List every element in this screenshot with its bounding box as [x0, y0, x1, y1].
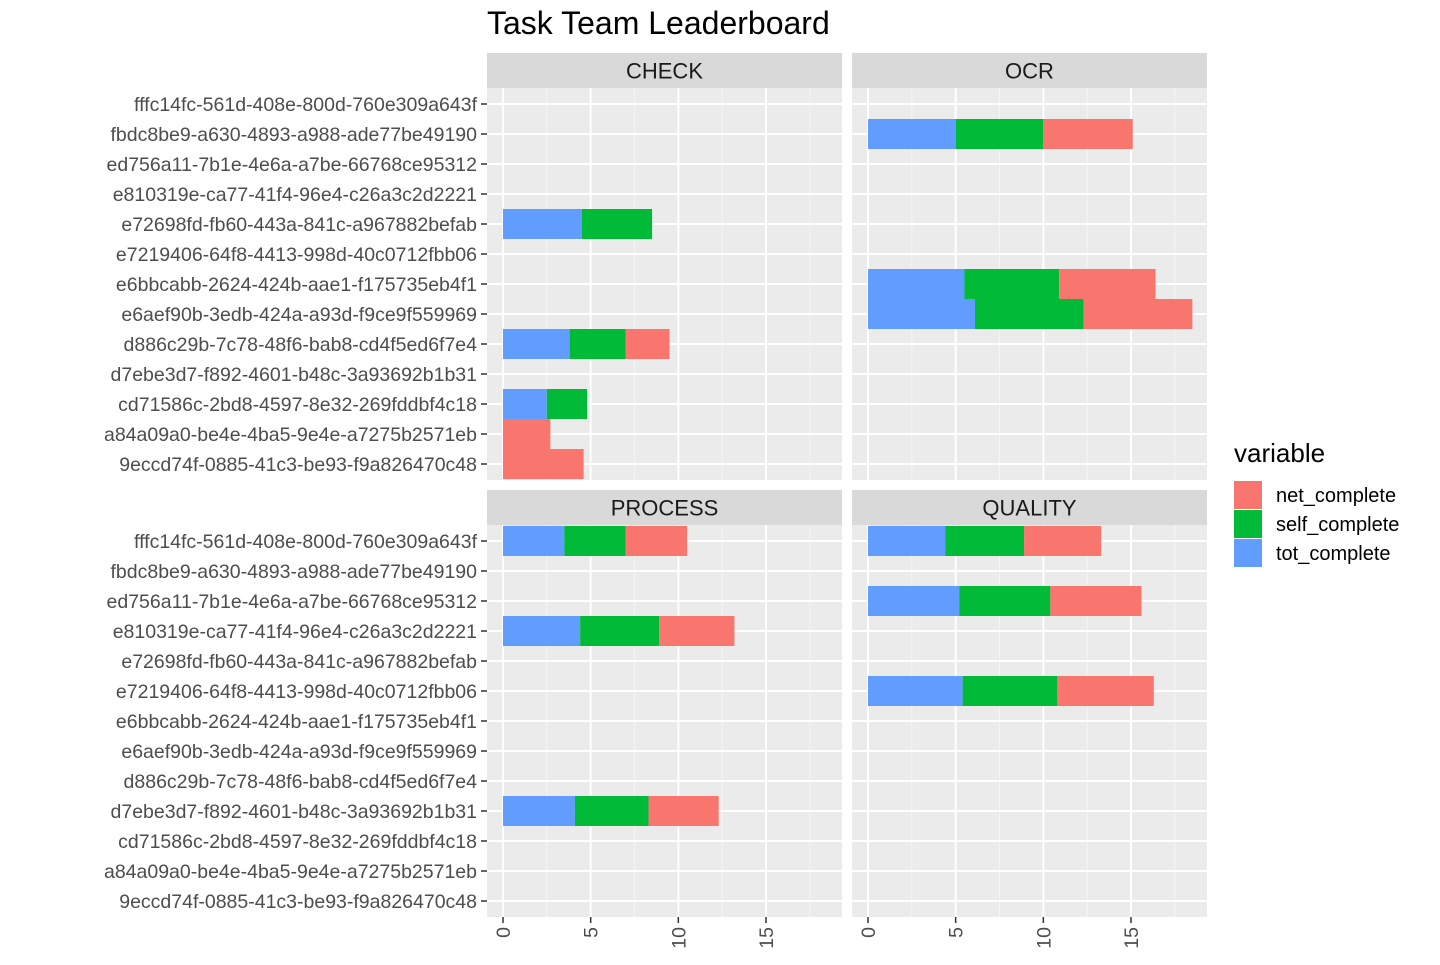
x-tick-label: 5 — [581, 927, 603, 938]
facet-panel-check: CHECK fffc14fc-561d-408e-800d-760e309a643… — [104, 53, 842, 480]
bar-segment-net-complete — [648, 796, 719, 826]
y-tick-label: 9eccd74f-0885-41c3-be93-f9a826470c48 — [119, 891, 477, 913]
legend-title: variable — [1234, 438, 1325, 468]
y-tick-label: a84a09a0-be4e-4ba5-9e4e-a7275b2571eb — [104, 861, 477, 883]
bar-segment-net-complete — [1043, 119, 1133, 149]
facet-strip — [852, 490, 1207, 525]
x-tick-label: 0 — [858, 927, 880, 938]
x-tick-label: 5 — [946, 927, 968, 938]
bar-segment-net-complete — [1083, 299, 1193, 329]
bar-segment-tot-complete — [868, 119, 956, 149]
y-tick-label: a84a09a0-be4e-4ba5-9e4e-a7275b2571eb — [104, 424, 477, 446]
facet-strip — [487, 53, 842, 88]
y-tick-label: e72698fd-fb60-443a-841c-a967882befab — [121, 651, 477, 673]
bar-segment-tot-complete — [868, 269, 965, 299]
y-tick-label: e810319e-ca77-41f4-96e4-c26a3c2d2221 — [113, 621, 477, 643]
bar-segment-net-complete — [659, 616, 735, 646]
y-tick-label: e7219406-64f8-4413-998d-40c0712fbb06 — [116, 244, 477, 266]
bar-segment-self-complete — [964, 269, 1060, 299]
facet-strip-label: QUALITY — [982, 496, 1076, 521]
legend-label: net_complete — [1276, 485, 1396, 507]
legend-key-self-complete — [1234, 510, 1262, 538]
facet-panel-quality: QUALITY 0 5 10 15 — [852, 490, 1207, 949]
y-tick-label: d886c29b-7c78-48f6-bab8-cd4f5ed6f7e4 — [124, 771, 478, 793]
y-tick-label: cd71586c-2bd8-4597-8e32-269fddbf4c18 — [118, 831, 477, 853]
facet-strip — [852, 53, 1207, 88]
y-tick-label: ed756a11-7b1e-4e6a-a7be-66768ce95312 — [107, 154, 477, 176]
bar-segment-self-complete — [569, 329, 626, 359]
facet-panels: CHECK fffc14fc-561d-408e-800d-760e309a643… — [104, 53, 1207, 949]
bar-segment-tot-complete — [868, 526, 946, 556]
y-tick-label: e6aef90b-3edb-424a-a93d-f9ce9f559969 — [121, 304, 477, 326]
y-tick-label: fbdc8be9-a630-4893-a988-ade77be49190 — [111, 124, 478, 146]
legend-label: self_complete — [1276, 514, 1399, 536]
y-tick-label: cd71586c-2bd8-4597-8e32-269fddbf4c18 — [118, 394, 477, 416]
x-tick-label: 10 — [1033, 927, 1055, 949]
bar-segment-tot-complete — [503, 526, 565, 556]
bar-segment-self-complete — [546, 389, 588, 419]
y-tick-label: e6bbcabb-2624-424b-aae1-f175735eb4f1 — [116, 711, 477, 733]
bar-segment-net-complete — [625, 526, 688, 556]
legend: variable net_complete self_complete tot_com… — [1234, 438, 1399, 567]
y-tick-label: ed756a11-7b1e-4e6a-a7be-66768ce95312 — [107, 591, 477, 613]
y-tick-label: fbdc8be9-a630-4893-a988-ade77be49190 — [111, 561, 478, 583]
bar-segment-tot-complete — [868, 299, 975, 329]
legend-label: tot_complete — [1276, 543, 1391, 565]
bar-segment-self-complete — [945, 526, 1025, 556]
facet-strip-label: OCR — [1005, 59, 1054, 84]
y-tick-label: d886c29b-7c78-48f6-bab8-cd4f5ed6f7e4 — [124, 334, 478, 356]
bar-segment-self-complete — [580, 616, 660, 646]
bar-segment-tot-complete — [868, 586, 960, 616]
bar-segment-tot-complete — [868, 676, 963, 706]
bar-segment-self-complete — [974, 299, 1084, 329]
bar-segment-tot-complete — [503, 389, 547, 419]
bar-segment-self-complete — [564, 526, 626, 556]
facet-strip — [487, 490, 842, 525]
x-tick-label: 0 — [493, 927, 515, 938]
y-tick-label: e7219406-64f8-4413-998d-40c0712fbb06 — [116, 681, 477, 703]
facet-strip-label: PROCESS — [611, 496, 719, 521]
y-tick-label: e6aef90b-3edb-424a-a93d-f9ce9f559969 — [121, 741, 477, 763]
y-tick-label: 9eccd74f-0885-41c3-be93-f9a826470c48 — [119, 454, 477, 476]
y-tick-label: fffc14fc-561d-408e-800d-760e309a643f — [134, 94, 478, 116]
bar-segment-net-complete — [1057, 676, 1154, 706]
bar-segment-tot-complete — [503, 616, 581, 646]
bar-segment-net-complete — [503, 449, 584, 479]
bar-segment-self-complete — [574, 796, 649, 826]
bar-segment-net-complete — [1059, 269, 1156, 299]
x-tick-label: 10 — [668, 927, 690, 949]
y-tick-label: e810319e-ca77-41f4-96e4-c26a3c2d2221 — [113, 184, 477, 206]
bar-segment-self-complete — [962, 676, 1058, 706]
bar-segment-tot-complete — [503, 209, 582, 239]
bar-segment-tot-complete — [503, 796, 575, 826]
bar-segment-self-complete — [581, 209, 653, 239]
x-tick-label: 15 — [1121, 927, 1143, 949]
bar-segment-net-complete — [1024, 526, 1102, 556]
chart-title: Task Team Leaderboard — [487, 5, 830, 41]
facet-panel-ocr: OCR — [852, 53, 1207, 480]
bar-segment-net-complete — [1050, 586, 1142, 616]
y-tick-label: e72698fd-fb60-443a-841c-a967882befab — [121, 214, 477, 236]
y-tick-label: fffc14fc-561d-408e-800d-760e309a643f — [134, 531, 478, 553]
legend-key-net-complete — [1234, 481, 1262, 509]
facet-strip-label: CHECK — [626, 59, 703, 84]
bar-segment-net-complete — [625, 329, 670, 359]
facet-panel-process: PROCESS fffc14fc-561d-408e-800d-760e309a6… — [104, 490, 842, 949]
bar-segment-net-complete — [503, 419, 551, 449]
y-tick-label: e6bbcabb-2624-424b-aae1-f175735eb4f1 — [116, 274, 477, 296]
legend-key-tot-complete — [1234, 539, 1262, 567]
y-tick-label: d7ebe3d7-f892-4601-b48c-3a93692b1b31 — [111, 364, 478, 386]
bar-segment-self-complete — [959, 586, 1051, 616]
x-tick-label: 15 — [756, 927, 778, 949]
bar-segment-self-complete — [955, 119, 1044, 149]
bar-segment-tot-complete — [503, 329, 570, 359]
y-tick-label: d7ebe3d7-f892-4601-b48c-3a93692b1b31 — [111, 801, 478, 823]
